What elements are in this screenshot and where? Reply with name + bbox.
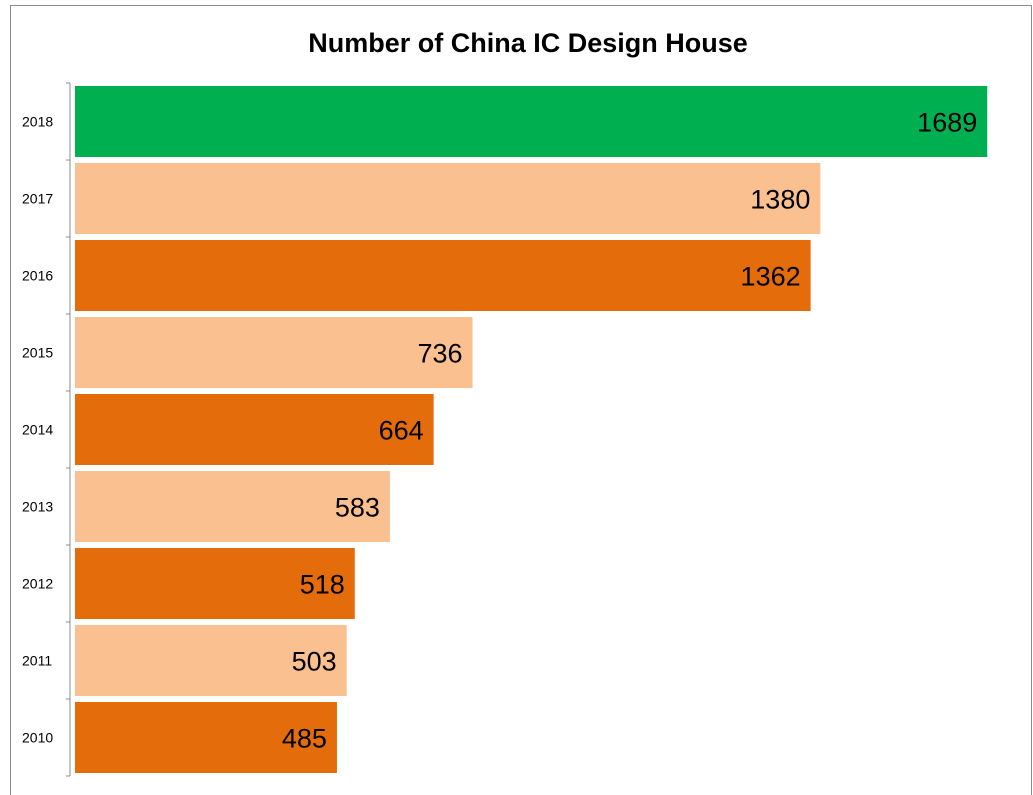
- bar-2014: [75, 394, 434, 465]
- category-label-2014: 2014: [22, 422, 53, 438]
- bar-2018: [75, 86, 988, 157]
- category-labels: 2018 2017 2016 2015 2014 2013 2012 2011 2010: [22, 114, 53, 746]
- data-label-2012: 518: [300, 570, 345, 600]
- bar-2015: [75, 317, 473, 388]
- y-axis-ticks: [66, 82, 70, 777]
- data-label-2018: 1689: [917, 108, 977, 138]
- bars: [75, 86, 988, 773]
- category-label-2011: 2011: [22, 653, 52, 669]
- data-label-2016: 1362: [741, 262, 801, 292]
- bar-2010: [75, 702, 337, 773]
- bar-2011: [75, 625, 347, 696]
- chart-title: Number of China IC Design House: [308, 28, 748, 58]
- data-labels: 1689 1380 1362 736 664 583 518 503 485: [282, 108, 977, 754]
- bar-2013: [75, 471, 390, 542]
- category-label-2010: 2010: [22, 730, 53, 746]
- data-label-2011: 503: [292, 647, 337, 677]
- category-label-2013: 2013: [22, 499, 53, 515]
- data-label-2013: 583: [335, 493, 380, 523]
- bar-2017: [75, 163, 821, 234]
- category-label-2018: 2018: [22, 114, 53, 130]
- data-label-2017: 1380: [750, 185, 810, 215]
- data-label-2010: 485: [282, 724, 327, 754]
- data-label-2015: 736: [417, 339, 462, 369]
- bar-2012: [75, 548, 355, 619]
- category-label-2016: 2016: [22, 268, 53, 284]
- bar-2016: [75, 240, 811, 311]
- category-label-2015: 2015: [22, 345, 53, 361]
- category-label-2017: 2017: [22, 191, 53, 207]
- data-label-2014: 664: [379, 416, 424, 446]
- category-label-2012: 2012: [22, 576, 53, 592]
